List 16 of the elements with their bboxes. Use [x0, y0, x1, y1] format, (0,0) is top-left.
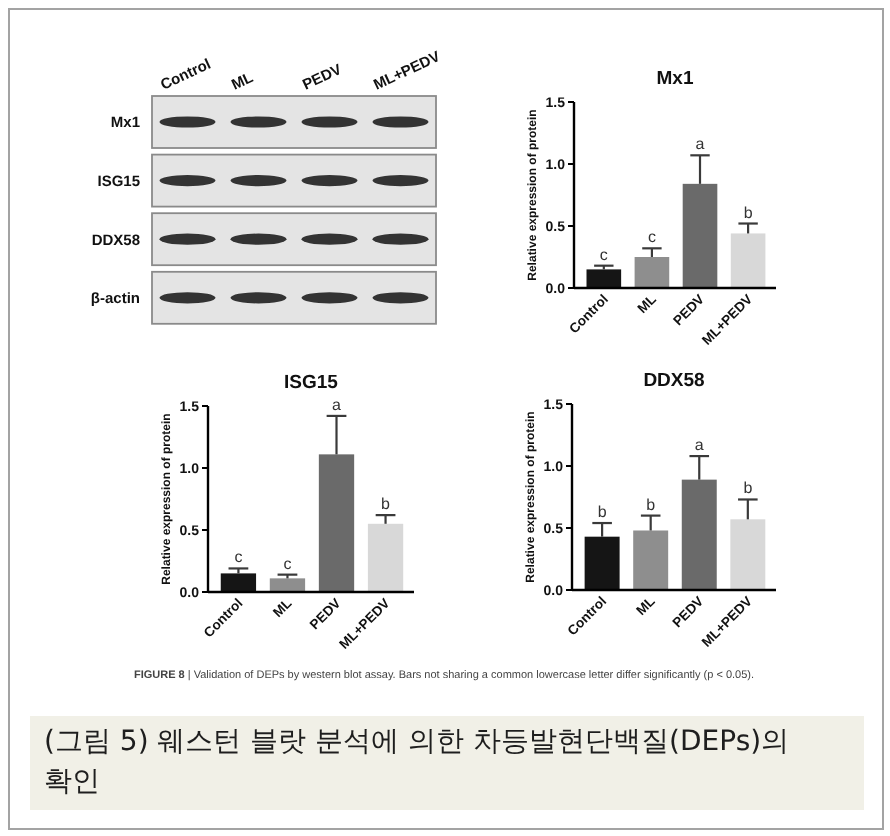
annotation: b — [743, 479, 754, 498]
annotation: b — [597, 503, 608, 522]
chart-title: DDX58 — [643, 370, 705, 392]
annotation: b — [381, 495, 392, 514]
annotation: b — [646, 495, 657, 514]
annotation: c — [283, 554, 292, 573]
annotation: c — [599, 245, 608, 264]
text: (그림 5) 웨스턴 블랏 분석에 의한 차등발현단백질(DEPs)의 확인 — [30, 716, 864, 810]
annotation: a — [695, 135, 706, 154]
chart-title: Mx1 — [656, 68, 695, 90]
annotation: c — [234, 548, 243, 567]
annotation: a — [694, 436, 705, 455]
annotation: c — [647, 228, 656, 247]
annotation: b — [743, 203, 754, 222]
chart-title: ISG15 — [284, 372, 340, 394]
annotation: a — [332, 395, 343, 414]
